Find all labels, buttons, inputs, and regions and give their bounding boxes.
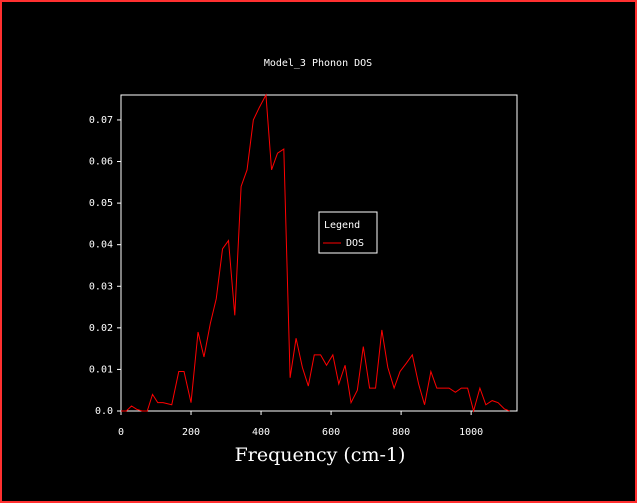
x-tick-label: 800 [392, 427, 410, 438]
chart-title: Model_3 Phonon DOS [264, 58, 372, 69]
x-tick-label: 600 [322, 427, 340, 438]
x-tick-label: 200 [182, 427, 200, 438]
y-tick-label: 0.04 [89, 240, 113, 251]
x-axis-label: Frequency (cm-1) [235, 444, 406, 466]
x-tick-label: 1000 [459, 427, 483, 438]
y-tick-label: 0.02 [89, 323, 113, 334]
legend-label: DOS [346, 238, 364, 249]
y-tick-label: 0.05 [89, 198, 113, 209]
y-tick-label: 0.06 [89, 157, 113, 168]
legend-box [318, 211, 378, 254]
y-tick-label: 0.0 [95, 406, 113, 417]
plot-frame [120, 94, 518, 412]
x-tick-label: 0 [118, 427, 124, 438]
y-tick-label: 0.01 [89, 364, 113, 375]
y-tick-label: 0.03 [89, 281, 113, 292]
x-tick-label: 400 [252, 427, 270, 438]
y-tick-label: 0.07 [89, 115, 113, 126]
data-line [121, 93, 510, 413]
legend-title: Legend [324, 220, 360, 231]
